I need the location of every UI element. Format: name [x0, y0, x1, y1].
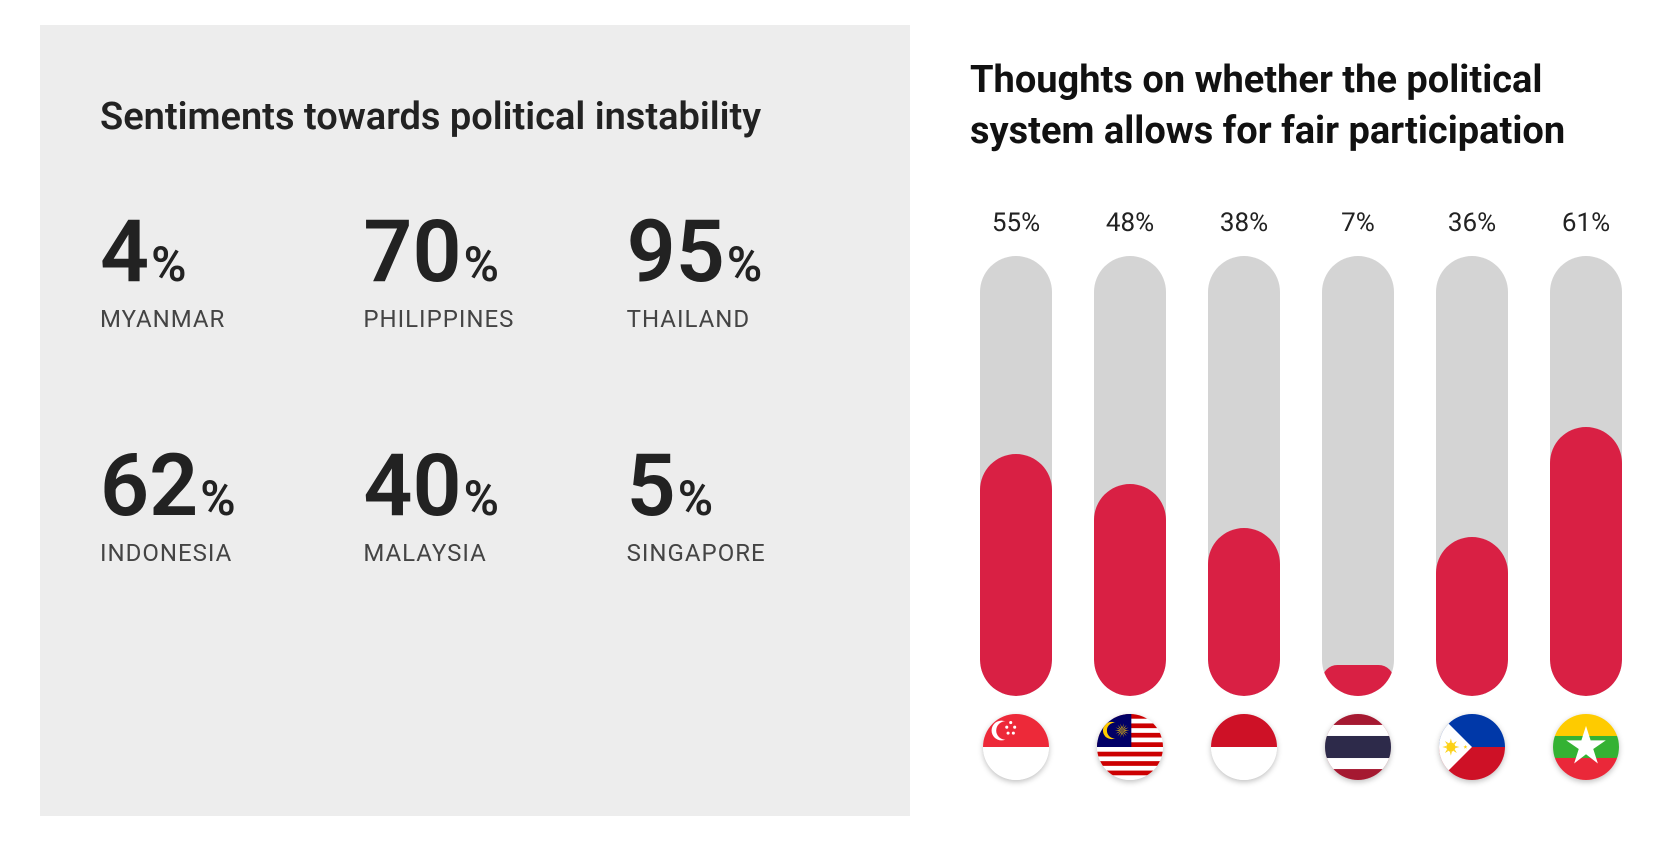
stat-thailand: 95% THAILAND — [627, 209, 850, 333]
percent-sign: % — [151, 241, 186, 289]
bar-track — [1550, 256, 1622, 696]
stat-label: PHILIPPINES — [363, 305, 586, 333]
stat-philippines: 70% PHILIPPINES — [363, 209, 586, 333]
stat-label: INDONESIA — [100, 539, 323, 567]
stat-number: 95 — [627, 209, 725, 295]
bar-fill — [1436, 537, 1508, 695]
stat-indonesia: 62% INDONESIA — [100, 443, 323, 567]
bar-fill — [1322, 665, 1394, 696]
stat-number: 5 — [627, 443, 676, 529]
stat-value: 95% — [627, 209, 850, 295]
bar-track — [1322, 256, 1394, 696]
flag-singapore-icon — [983, 714, 1049, 780]
sentiments-grid: 4% MYANMAR 70% PHILIPPINES 95% THAILAND … — [100, 209, 850, 567]
bar-fill — [1094, 484, 1166, 695]
flag-thailand-icon — [1325, 714, 1391, 780]
percent-sign: % — [727, 241, 762, 289]
stat-value: 62% — [100, 443, 323, 529]
bar-track — [1094, 256, 1166, 696]
flag-myanmar-icon — [1553, 714, 1619, 780]
bar-myanmar: 61% — [1550, 208, 1622, 780]
bar-fill — [1550, 427, 1622, 695]
bars-row: 55% 48% 38% 7% 36% 61% — [970, 208, 1632, 780]
stat-malaysia: 40% MALAYSIA — [363, 443, 586, 567]
stat-number: 62 — [100, 443, 198, 529]
stat-label: THAILAND — [627, 305, 850, 333]
stat-number: 70 — [363, 209, 461, 295]
flag-malaysia-icon — [1097, 714, 1163, 780]
stat-value: 40% — [363, 443, 586, 529]
bar-singapore: 55% — [980, 208, 1052, 780]
bar-track — [1208, 256, 1280, 696]
flag-indonesia-icon — [1211, 714, 1277, 780]
bar-value-label: 38% — [1220, 208, 1268, 238]
percent-sign: % — [464, 475, 499, 523]
stat-label: MYANMAR — [100, 305, 323, 333]
bar-value-label: 36% — [1448, 208, 1496, 238]
stat-value: 70% — [363, 209, 586, 295]
sentiments-panel: Sentiments towards political instability… — [40, 25, 910, 816]
bar-value-label: 7% — [1341, 208, 1375, 238]
flag-philippines-icon — [1439, 714, 1505, 780]
bar-track — [1436, 256, 1508, 696]
bar-malaysia: 48% — [1094, 208, 1166, 780]
fair-participation-panel: Thoughts on whether the political system… — [970, 25, 1632, 816]
stat-label: MALAYSIA — [363, 539, 586, 567]
stat-number: 4 — [100, 209, 149, 295]
fair-participation-title: Thoughts on whether the political system… — [970, 55, 1632, 158]
stat-singapore: 5% SINGAPORE — [627, 443, 850, 567]
sentiments-title: Sentiments towards political instability — [100, 95, 850, 139]
percent-sign: % — [200, 475, 235, 523]
bar-indonesia: 38% — [1208, 208, 1280, 780]
bar-value-label: 61% — [1562, 208, 1610, 238]
stat-value: 4% — [100, 209, 323, 295]
stat-number: 40 — [363, 443, 461, 529]
percent-sign: % — [464, 241, 499, 289]
bar-value-label: 48% — [1106, 208, 1154, 238]
stat-value: 5% — [627, 443, 850, 529]
bar-value-label: 55% — [992, 208, 1040, 238]
bar-fill — [980, 454, 1052, 696]
percent-sign: % — [678, 475, 713, 523]
bar-fill — [1208, 528, 1280, 695]
stat-myanmar: 4% MYANMAR — [100, 209, 323, 333]
stat-label: SINGAPORE — [627, 539, 850, 567]
bar-track — [980, 256, 1052, 696]
bar-philippines: 36% — [1436, 208, 1508, 780]
bar-thailand: 7% — [1322, 208, 1394, 780]
